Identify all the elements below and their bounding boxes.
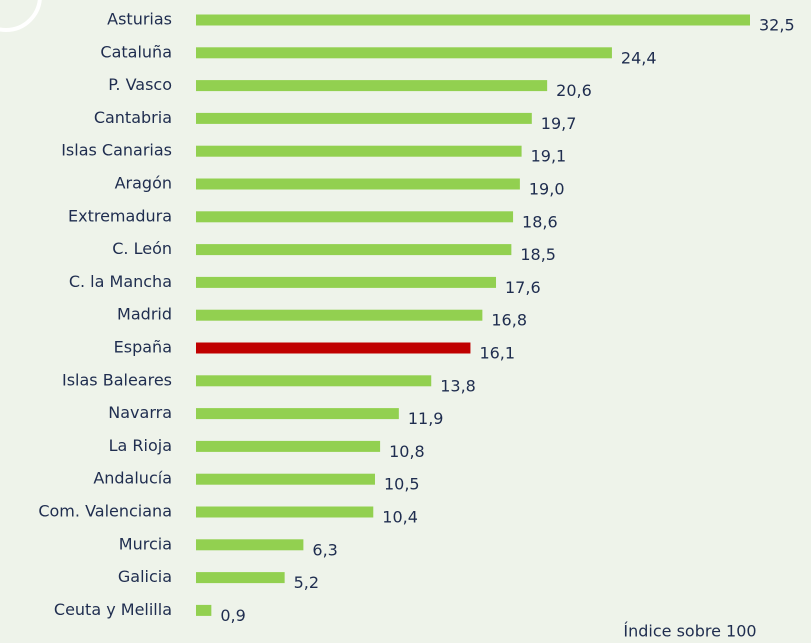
- category-label: Asturias: [107, 10, 172, 29]
- value-label: 19,0: [529, 180, 565, 199]
- bar: [196, 178, 520, 190]
- bar: [196, 539, 304, 551]
- annotation: Índice sobre 100: [623, 622, 756, 641]
- category-label: España: [114, 338, 172, 357]
- value-label: 10,8: [389, 442, 425, 461]
- value-label: 16,8: [491, 311, 527, 330]
- category-label: Aragón: [115, 174, 172, 193]
- value-label: 16,1: [479, 344, 515, 363]
- decoration: [0, 0, 42, 32]
- category-label: C. la Mancha: [69, 272, 172, 291]
- category-label: Cataluña: [100, 42, 172, 61]
- value-label: 18,5: [520, 245, 556, 264]
- value-label: 18,6: [522, 212, 558, 231]
- category-label: Com. Valenciana: [38, 502, 172, 521]
- value-label: 13,8: [440, 376, 476, 395]
- value-label: 24,4: [621, 48, 657, 67]
- value-label: 10,4: [382, 508, 418, 527]
- value-label: 6,3: [312, 540, 337, 559]
- value-label: 11,9: [408, 409, 444, 428]
- value-label: 32,5: [759, 16, 795, 35]
- category-label: Islas Baleares: [62, 370, 172, 389]
- category-label: La Rioja: [109, 436, 172, 455]
- bar: [196, 604, 212, 616]
- category-label: P. Vasco: [108, 75, 172, 94]
- bar: [196, 506, 374, 518]
- category-label: Extremadura: [68, 206, 172, 225]
- value-label: 20,6: [556, 81, 592, 100]
- category-label: Andalucía: [93, 469, 172, 488]
- category-label: Ceuta y Melilla: [54, 600, 172, 619]
- value-label: 19,1: [531, 147, 567, 166]
- value-label: 10,5: [384, 475, 420, 494]
- bar: [196, 440, 381, 452]
- bar: [196, 342, 471, 354]
- category-label: Galicia: [118, 567, 172, 586]
- category-label: Murcia: [119, 534, 172, 553]
- bar: [196, 309, 483, 321]
- bar: [196, 408, 399, 420]
- category-label: Cantabria: [94, 108, 172, 127]
- bar: [196, 473, 375, 485]
- bar: [196, 80, 548, 92]
- bar: [196, 244, 512, 256]
- bar: [196, 375, 432, 387]
- category-label: C. León: [112, 239, 172, 258]
- value-label: 5,2: [294, 573, 319, 592]
- category-label: Madrid: [117, 305, 172, 324]
- value-label: 0,9: [220, 606, 245, 625]
- bar: [196, 211, 514, 223]
- category-label: Navarra: [108, 403, 172, 422]
- bar: [196, 14, 750, 26]
- category-label: Islas Canarias: [61, 141, 172, 160]
- value-label: 19,7: [541, 114, 577, 133]
- bar: [196, 572, 285, 584]
- bar: [196, 276, 497, 288]
- bar: [196, 47, 612, 59]
- value-label: 17,6: [505, 278, 541, 297]
- bar: [196, 112, 532, 124]
- bar: [196, 145, 522, 157]
